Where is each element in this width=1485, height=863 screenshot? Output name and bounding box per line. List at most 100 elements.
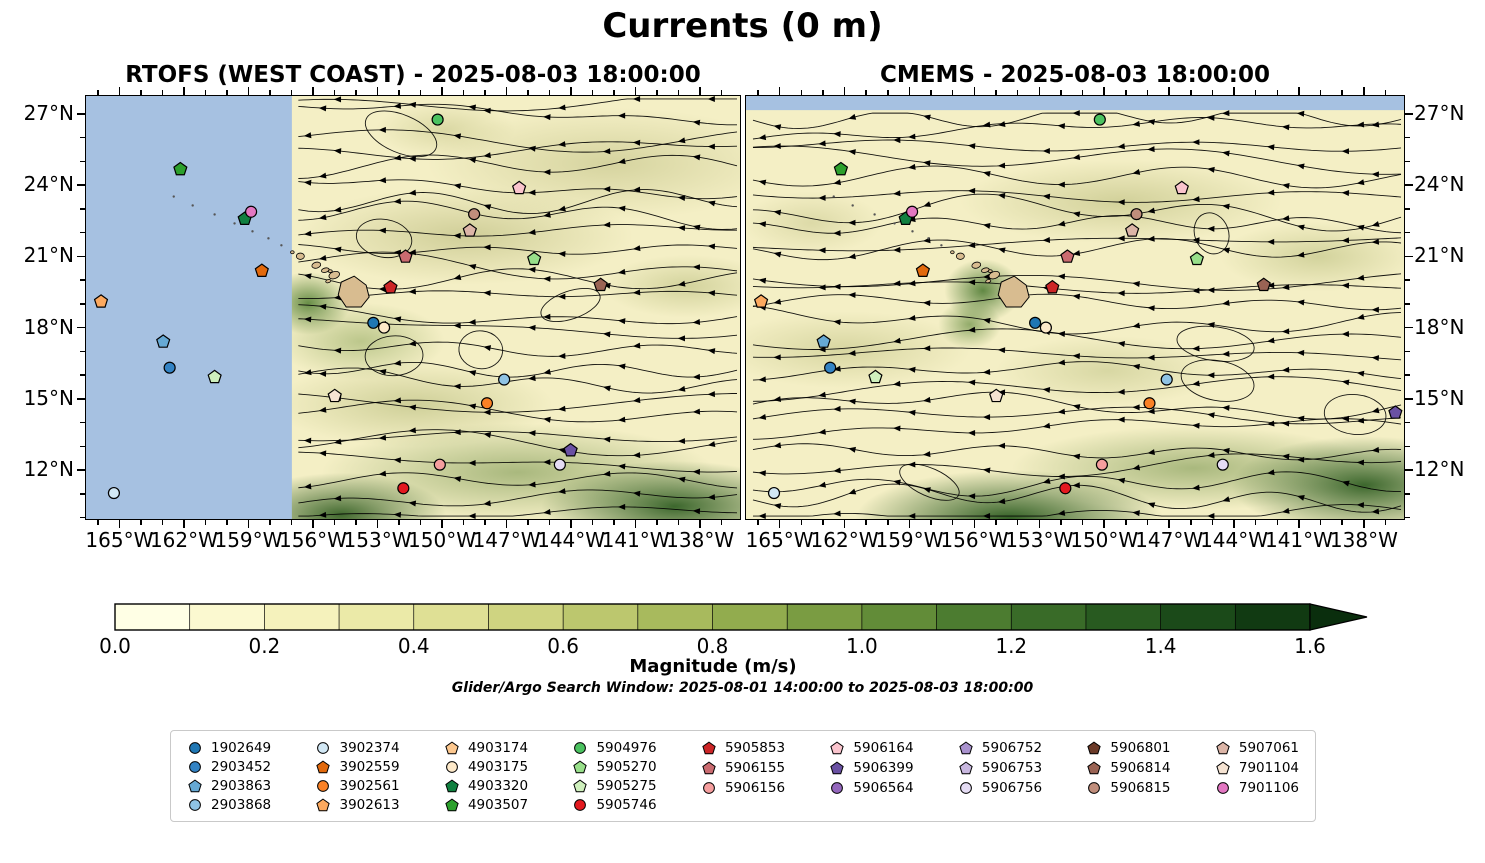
- lon-tick-label: 156°W: [940, 528, 1009, 552]
- legend-item: 7901106: [1215, 778, 1299, 798]
- lon-tick-mark: [1254, 90, 1257, 95]
- lon-tick-mark: [677, 520, 680, 525]
- panel-title-rtofs: RTOFS (WEST COAST) - 2025-08-03 18:00:00: [125, 62, 701, 88]
- lon-tick-mark: [376, 87, 379, 95]
- lon-tick-label: 141°W: [601, 528, 670, 552]
- float-marker-5907061: [462, 223, 478, 237]
- legend-item: 3902559: [315, 757, 400, 776]
- legend-column: 5904976 5905270 5905275 5905746: [572, 738, 657, 814]
- circle-marker-icon: [960, 782, 972, 794]
- lon-tick-mark: [1146, 520, 1149, 525]
- lon-tick-mark: [419, 90, 422, 95]
- float-marker-5905746: [1059, 482, 1072, 495]
- lon-tick-mark: [140, 520, 142, 525]
- pentagon-marker-icon: [573, 759, 588, 773]
- float-marker-5904976: [431, 113, 444, 126]
- lat-tick-mark: [80, 303, 85, 305]
- lon-tick-mark: [843, 520, 846, 528]
- float-marker-1902649: [1029, 316, 1042, 329]
- float-id-label: 5905270: [596, 758, 657, 775]
- pentagon-marker-icon: [445, 740, 459, 754]
- legend-box: 1902649 2903452 2903863 2903868 3902374 39025…: [170, 730, 1316, 822]
- circle-marker-icon: [189, 741, 201, 754]
- legend-item: 7901104: [1215, 758, 1299, 778]
- float-marker-5905270: [1189, 251, 1205, 266]
- float-marker-4903507: [833, 161, 849, 176]
- legend-item: 2903868: [187, 795, 271, 814]
- lon-tick-mark: [441, 520, 443, 528]
- lon-tick-label: 141°W: [1264, 528, 1333, 552]
- lon-tick-mark: [1125, 90, 1127, 95]
- float-id-label: 5905853: [724, 740, 786, 756]
- legend-item: 5906564: [829, 778, 914, 798]
- lon-tick-mark: [822, 520, 824, 525]
- float-marker-5906164: [511, 180, 527, 195]
- lon-tick-mark: [951, 90, 954, 95]
- lat-tick-label-right: 18°N: [1414, 314, 1465, 339]
- lon-tick-mark: [333, 520, 336, 525]
- lon-tick-mark: [778, 520, 781, 528]
- lat-tick-mark: [1405, 350, 1410, 353]
- lon-tick-mark: [951, 520, 954, 525]
- legend-column: 3902374 3902559 3902561 3902613: [315, 738, 400, 814]
- lat-tick-mark: [77, 326, 85, 329]
- lon-tick-mark: [1060, 90, 1062, 95]
- lon-tick-mark: [843, 87, 846, 95]
- float-marker-7901106: [245, 205, 258, 218]
- colorbar-label: Magnitude (m/s): [629, 656, 797, 677]
- lon-tick-mark: [290, 520, 293, 525]
- lon-tick-mark: [312, 520, 314, 528]
- lon-tick-mark: [757, 90, 759, 95]
- colorbar-tick-label: 0.6: [547, 634, 580, 658]
- float-marker-5905275: [868, 369, 883, 384]
- lon-tick-mark: [1038, 87, 1041, 95]
- float-marker-5905853: [383, 279, 398, 294]
- float-id-label: 5905275: [596, 777, 657, 794]
- float-id-label: 3902561: [339, 777, 400, 794]
- float-id-label: 3902374: [339, 739, 400, 756]
- map-panel-rtofs: [85, 95, 741, 520]
- lon-tick-mark: [1190, 90, 1192, 95]
- lon-tick-mark: [930, 520, 932, 525]
- lon-tick-mark: [908, 520, 911, 528]
- lat-tick-mark: [77, 398, 85, 400]
- float-marker-7901106: [906, 205, 919, 218]
- lon-tick-mark: [1016, 90, 1019, 95]
- lon-tick-mark: [355, 520, 357, 525]
- lon-tick-mark: [312, 87, 314, 95]
- lon-tick-label: 162°W: [149, 528, 218, 552]
- float-id-label: 3902559: [339, 758, 400, 775]
- float-id-label: 5906156: [724, 780, 786, 796]
- lat-tick-mark: [1405, 398, 1413, 400]
- float-id-label: 5906815: [1110, 780, 1171, 796]
- lat-tick-mark: [1405, 113, 1413, 115]
- colorbar-tick-label: 1.4: [1144, 634, 1177, 658]
- lat-tick-mark: [80, 374, 85, 376]
- lon-tick-mark: [1211, 90, 1214, 95]
- lon-tick-mark: [973, 87, 976, 95]
- lat-tick-label-right: 21°N: [1414, 243, 1465, 268]
- float-id-label: 4903507: [467, 796, 529, 813]
- lon-tick-mark: [161, 90, 164, 95]
- legend-item: 5905746: [572, 795, 657, 814]
- pentagon-marker-icon: [573, 778, 588, 792]
- lon-tick-mark: [1341, 90, 1343, 95]
- lon-tick-mark: [183, 520, 185, 528]
- lat-tick-mark: [77, 469, 85, 471]
- lat-tick-mark: [77, 113, 85, 115]
- lon-tick-mark: [1168, 520, 1170, 528]
- lon-tick-mark: [1190, 520, 1192, 525]
- lon-tick-label: 138°W: [666, 528, 735, 552]
- legend-item: 3902374: [315, 738, 400, 757]
- legend-column: 5907061 7901104 7901106: [1215, 738, 1299, 814]
- lon-tick-label: 153°W: [343, 528, 412, 552]
- circle-marker-icon: [189, 760, 201, 773]
- float-id-label: 7901104: [1238, 760, 1299, 776]
- lat-tick-label-right: 15°N: [1414, 385, 1465, 410]
- pentagon-marker-icon: [445, 778, 459, 792]
- circle-marker-icon: [189, 798, 201, 811]
- colorbar-tick-label: 1.0: [845, 634, 878, 658]
- lon-tick-mark: [226, 520, 228, 525]
- lon-tick-mark: [1125, 520, 1127, 525]
- lon-tick-mark: [118, 520, 121, 528]
